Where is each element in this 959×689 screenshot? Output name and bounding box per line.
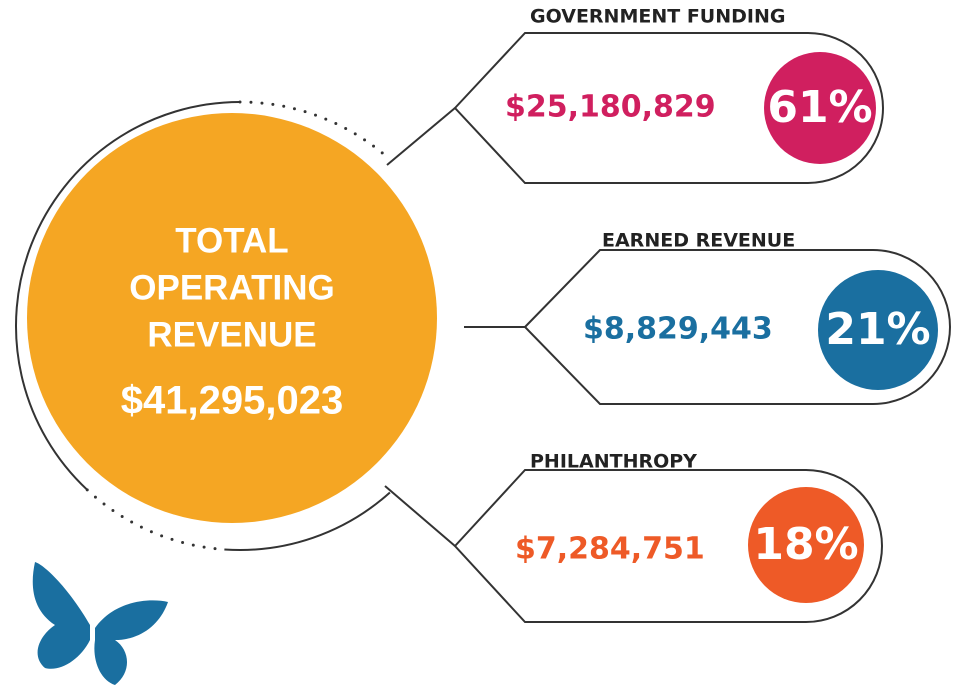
item-label: GOVERNMENT FUNDING (530, 6, 785, 28)
outer-ring (15, 100, 391, 551)
ring-arc (15, 101, 241, 491)
dotted-arc (238, 100, 389, 159)
total-title: REVENUE (147, 315, 316, 354)
total-title: TOTAL (175, 221, 288, 260)
ring-arc (224, 491, 391, 551)
butterfly-icon (32, 562, 168, 685)
percent-circle (818, 270, 938, 390)
total-title: OPERATING (129, 268, 334, 307)
item-percent: 18% (753, 519, 858, 570)
item-amount: $7,284,751 (515, 532, 705, 567)
percent-circle (764, 52, 876, 164)
total-circle (27, 113, 437, 523)
percent-circle (748, 487, 864, 603)
item-percent: 21% (825, 304, 930, 355)
item-box (453, 32, 884, 184)
connector (386, 107, 456, 166)
item-amount: $25,180,829 (505, 90, 716, 125)
total-amount: $41,295,023 (121, 379, 343, 423)
item-label: EARNED REVENUE (602, 230, 795, 252)
dotted-arc (85, 488, 226, 551)
connector (384, 485, 456, 547)
item-label: PHILANTHROPY (530, 451, 697, 473)
item-amount: $8,829,443 (583, 312, 773, 347)
item-percent: 61% (767, 82, 872, 133)
